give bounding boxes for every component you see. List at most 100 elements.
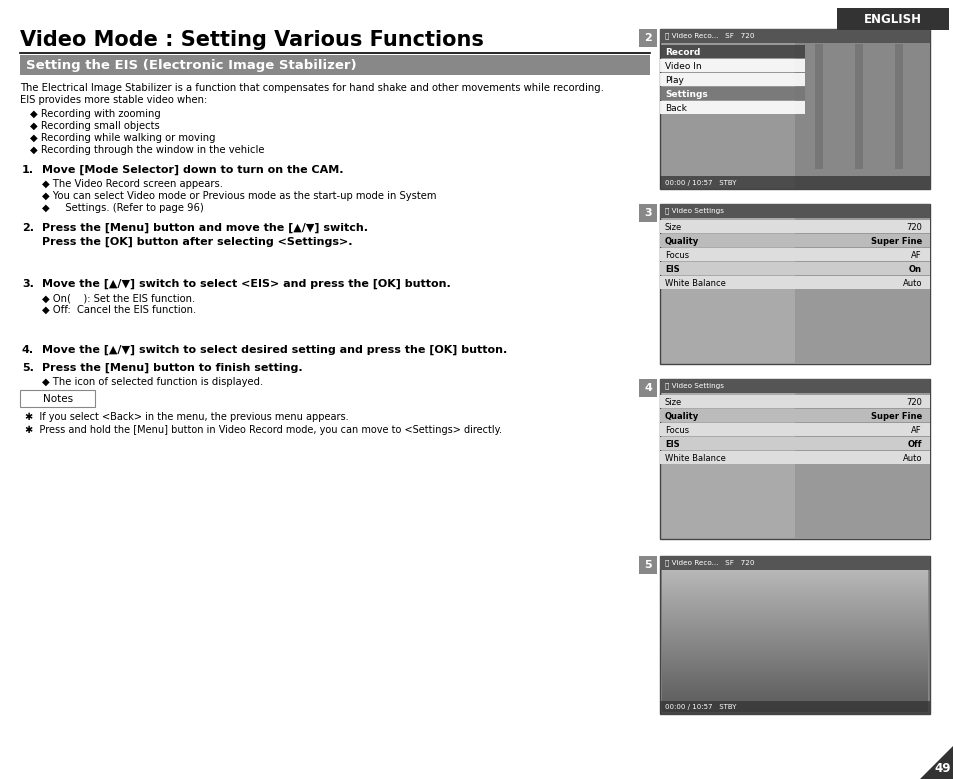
Text: White Balance: White Balance xyxy=(664,453,725,463)
Bar xyxy=(661,625,927,626)
Bar xyxy=(659,204,929,364)
Text: Play: Play xyxy=(664,76,683,84)
Bar xyxy=(661,644,927,645)
Bar xyxy=(659,276,929,289)
Text: AF: AF xyxy=(910,425,921,435)
Text: Size: Size xyxy=(664,223,681,231)
Bar xyxy=(661,623,927,624)
Bar xyxy=(661,613,927,614)
Bar xyxy=(661,589,927,590)
Text: ◆ Recording while walking or moving: ◆ Recording while walking or moving xyxy=(30,133,215,143)
Text: EIS: EIS xyxy=(664,439,679,449)
Bar xyxy=(661,574,927,575)
Text: Video In: Video In xyxy=(664,62,700,71)
Bar xyxy=(661,628,927,629)
Bar xyxy=(661,569,927,570)
Bar xyxy=(661,620,927,621)
Bar xyxy=(661,689,927,690)
Text: 4: 4 xyxy=(643,383,651,393)
Bar xyxy=(661,587,927,588)
Bar xyxy=(661,670,927,671)
Bar xyxy=(661,634,927,635)
Text: Auto: Auto xyxy=(902,453,921,463)
Bar xyxy=(639,204,657,222)
Bar xyxy=(661,684,927,685)
Text: Focus: Focus xyxy=(664,251,688,259)
Bar xyxy=(659,204,929,218)
Bar xyxy=(661,655,927,656)
Text: ◆ The Video Record screen appears.: ◆ The Video Record screen appears. xyxy=(42,179,223,189)
Bar xyxy=(659,423,929,436)
Bar xyxy=(661,659,927,660)
Bar xyxy=(661,706,927,707)
Bar xyxy=(661,606,927,607)
Text: 5.: 5. xyxy=(22,363,34,373)
Bar xyxy=(661,691,927,692)
Bar xyxy=(661,607,927,608)
Bar xyxy=(20,55,649,75)
Text: Record: Record xyxy=(664,48,700,57)
Bar xyxy=(661,682,927,683)
Bar xyxy=(661,660,927,661)
Polygon shape xyxy=(919,745,953,779)
Text: Press the [Menu] button to finish setting.: Press the [Menu] button to finish settin… xyxy=(42,363,302,373)
Text: Press the [OK] button after selecting <Settings>.: Press the [OK] button after selecting <S… xyxy=(42,237,352,247)
Text: Notes: Notes xyxy=(43,393,73,404)
Bar xyxy=(661,700,927,701)
Bar xyxy=(661,688,927,689)
Bar xyxy=(659,234,929,247)
Bar xyxy=(661,641,927,642)
Text: ◆ Recording small objects: ◆ Recording small objects xyxy=(30,121,159,131)
Text: 720: 720 xyxy=(905,397,921,407)
Text: On: On xyxy=(908,265,921,273)
Bar xyxy=(661,572,927,573)
Bar xyxy=(661,645,927,646)
Bar xyxy=(661,690,927,691)
Bar xyxy=(661,588,927,589)
Bar xyxy=(814,44,822,169)
Text: 📹 Video Reco...   SF   720: 📹 Video Reco... SF 720 xyxy=(664,559,754,566)
Bar xyxy=(794,204,929,364)
Text: 00:00 / 10:57   STBY: 00:00 / 10:57 STBY xyxy=(664,704,736,710)
Bar xyxy=(661,582,927,583)
Bar xyxy=(661,564,927,565)
Text: ◆ Off:  Cancel the EIS function.: ◆ Off: Cancel the EIS function. xyxy=(42,305,196,315)
Bar xyxy=(661,665,927,666)
Bar xyxy=(661,635,927,636)
Bar xyxy=(661,566,927,567)
Bar xyxy=(661,651,927,652)
Bar xyxy=(661,643,927,644)
Bar xyxy=(659,73,804,86)
Bar xyxy=(661,601,927,602)
Text: ✱  Press and hold the [Menu] button in Video Record mode, you can move to <Setti: ✱ Press and hold the [Menu] button in Vi… xyxy=(25,425,501,435)
Bar xyxy=(661,668,927,669)
Bar xyxy=(661,692,927,693)
Bar xyxy=(661,593,927,594)
Bar xyxy=(661,596,927,597)
Bar xyxy=(661,711,927,712)
Bar xyxy=(661,683,927,684)
Bar xyxy=(661,619,927,620)
Bar xyxy=(661,698,927,699)
Bar xyxy=(661,649,927,650)
Bar xyxy=(661,599,927,600)
Text: Move the [▲/▼] switch to select desired setting and press the [OK] button.: Move the [▲/▼] switch to select desired … xyxy=(42,345,507,355)
Bar xyxy=(661,664,927,665)
Text: Quality: Quality xyxy=(664,237,699,245)
Bar xyxy=(661,598,927,599)
Bar xyxy=(661,648,927,649)
Bar xyxy=(661,626,927,627)
Bar xyxy=(661,567,927,568)
Bar xyxy=(661,614,927,615)
Text: ✱  If you select <Back> in the menu, the previous menu appears.: ✱ If you select <Back> in the menu, the … xyxy=(25,412,348,422)
Bar xyxy=(659,176,929,189)
Bar xyxy=(661,597,927,598)
Bar xyxy=(20,390,95,407)
Bar xyxy=(836,8,948,30)
Text: Setting the EIS (Electronic Image Stabilizer): Setting the EIS (Electronic Image Stabil… xyxy=(26,58,356,72)
Bar xyxy=(661,656,927,657)
Bar xyxy=(661,611,927,612)
Bar xyxy=(661,639,927,640)
Text: Settings: Settings xyxy=(664,90,707,98)
Bar xyxy=(659,45,804,58)
